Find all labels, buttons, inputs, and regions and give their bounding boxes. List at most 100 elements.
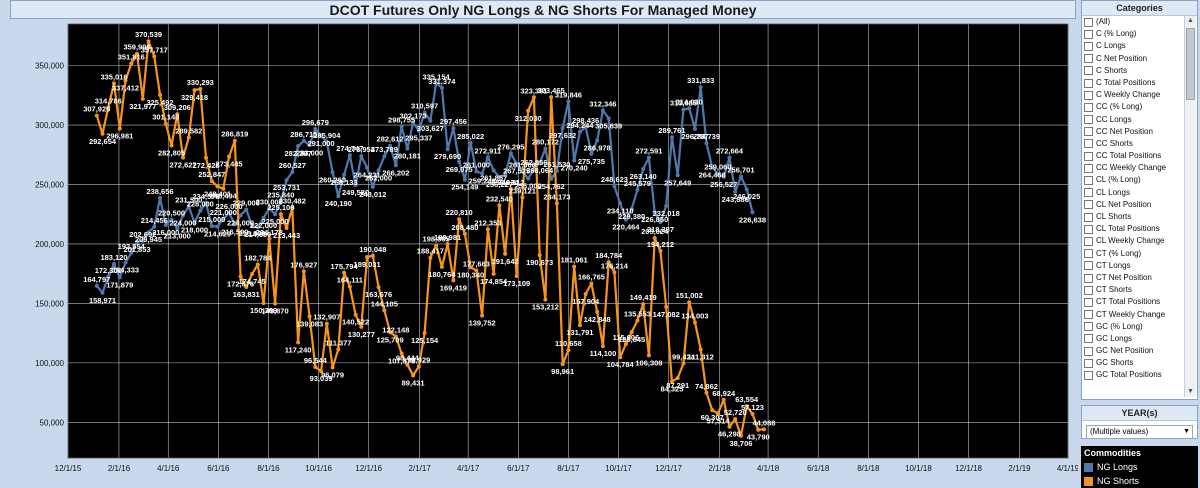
checkbox-icon[interactable]: [1084, 322, 1093, 332]
checkbox-icon[interactable]: [1084, 200, 1093, 210]
data-point: [204, 155, 209, 160]
data-point: [158, 196, 163, 201]
checkbox-icon[interactable]: [1084, 334, 1093, 344]
data-point: [284, 178, 289, 183]
data-label: 329,418: [181, 93, 208, 102]
data-label: 297,632: [549, 131, 576, 140]
categories-scrollbar[interactable]: ▲ ▼: [1184, 16, 1196, 397]
data-point: [152, 54, 157, 59]
checkbox-icon[interactable]: [1084, 212, 1093, 222]
category-item[interactable]: CL (% Long): [1084, 174, 1183, 186]
category-item[interactable]: CT Weekly Change: [1084, 309, 1183, 321]
data-label: 331,374: [428, 77, 456, 86]
data-point: [359, 324, 364, 329]
data-point: [669, 379, 674, 384]
chevron-down-icon[interactable]: ▼: [1183, 428, 1190, 435]
data-point: [261, 301, 266, 306]
scroll-thumb[interactable]: [1186, 28, 1195, 100]
year-dropdown[interactable]: (Multiple values) ▼: [1086, 425, 1193, 439]
checkbox-icon[interactable]: [1084, 41, 1093, 51]
category-item[interactable]: CC Shorts: [1084, 138, 1183, 150]
category-item[interactable]: CC Total Positions: [1084, 150, 1183, 162]
checkbox-icon[interactable]: [1084, 66, 1093, 76]
checkbox-icon[interactable]: [1084, 297, 1093, 307]
data-label: 274,747: [336, 144, 363, 153]
checkbox-icon[interactable]: [1084, 102, 1093, 112]
checkbox-icon[interactable]: [1084, 54, 1093, 64]
checkbox-icon[interactable]: [1084, 29, 1093, 39]
category-item[interactable]: GC (% Long): [1084, 321, 1183, 333]
checkbox-icon[interactable]: [1084, 90, 1093, 100]
category-item[interactable]: CT (% Long): [1084, 248, 1183, 260]
checkbox-icon[interactable]: [1084, 115, 1093, 125]
category-item[interactable]: GC Shorts: [1084, 357, 1183, 369]
checkbox-icon[interactable]: [1084, 249, 1093, 259]
checkbox-icon[interactable]: [1084, 224, 1093, 234]
checkbox-icon[interactable]: [1084, 285, 1093, 295]
checkbox-icon[interactable]: [1084, 261, 1093, 271]
data-label: 323,381: [520, 86, 547, 95]
category-item[interactable]: CL Total Positions: [1084, 223, 1183, 235]
category-item[interactable]: CC (% Long): [1084, 101, 1183, 113]
checkbox-icon[interactable]: [1084, 371, 1093, 381]
data-label: 319,846: [555, 90, 582, 99]
data-point: [106, 274, 111, 279]
checkbox-icon[interactable]: [1084, 346, 1093, 356]
category-item[interactable]: C Weekly Change: [1084, 89, 1183, 101]
category-item[interactable]: CL Net Position: [1084, 199, 1183, 211]
category-label: CL Total Positions: [1096, 224, 1160, 234]
checkbox-icon[interactable]: [1084, 127, 1093, 137]
checkbox-icon[interactable]: [1084, 273, 1093, 283]
checkbox-icon[interactable]: [1084, 151, 1093, 161]
legend-item-longs[interactable]: NG Longs: [1081, 460, 1198, 474]
category-item[interactable]: CL Shorts: [1084, 211, 1183, 223]
data-point: [273, 212, 278, 217]
checkbox-icon[interactable]: [1084, 358, 1093, 368]
data-point: [589, 281, 594, 286]
data-point: [278, 199, 283, 204]
category-item[interactable]: CT Longs: [1084, 260, 1183, 272]
data-label: 309,206: [164, 103, 191, 112]
category-item[interactable]: GC Total Positions: [1084, 369, 1183, 381]
data-label: 132,907: [313, 313, 340, 322]
category-item[interactable]: CT Total Positions: [1084, 296, 1183, 308]
checkbox-icon[interactable]: [1084, 78, 1093, 88]
category-item[interactable]: (All): [1084, 16, 1183, 28]
data-label: 272,664: [716, 147, 744, 156]
category-item[interactable]: CC Net Position: [1084, 126, 1183, 138]
data-label: 204,178: [256, 228, 283, 237]
checkbox-icon[interactable]: [1084, 188, 1093, 198]
data-label: 184,784: [595, 251, 623, 260]
checkbox-icon[interactable]: [1084, 236, 1093, 246]
category-item[interactable]: C Net Position: [1084, 53, 1183, 65]
data-point: [250, 224, 255, 229]
data-point: [405, 362, 410, 367]
data-label: 226,638: [739, 215, 766, 224]
category-item[interactable]: GC Net Position: [1084, 345, 1183, 357]
data-label: 294,244: [566, 121, 594, 130]
category-item[interactable]: CL Longs: [1084, 187, 1183, 199]
checkbox-icon[interactable]: [1084, 310, 1093, 320]
category-item[interactable]: CL Weekly Change: [1084, 235, 1183, 247]
checkbox-icon[interactable]: [1084, 163, 1093, 173]
data-point: [313, 127, 318, 132]
category-item[interactable]: CC Longs: [1084, 114, 1183, 126]
category-item[interactable]: C Shorts: [1084, 65, 1183, 77]
scroll-down-icon[interactable]: ▼: [1187, 388, 1194, 395]
checkbox-icon[interactable]: [1084, 139, 1093, 149]
data-label: 272,428: [192, 161, 219, 170]
category-item[interactable]: CC Weekly Change: [1084, 162, 1183, 174]
data-point: [198, 208, 203, 213]
legend-item-shorts[interactable]: NG Shorts: [1081, 474, 1198, 488]
category-item[interactable]: C Longs: [1084, 40, 1183, 52]
category-item[interactable]: CT Shorts: [1084, 284, 1183, 296]
category-item[interactable]: CT Net Position: [1084, 272, 1183, 284]
category-item[interactable]: C (% Long): [1084, 28, 1183, 40]
checkbox-icon[interactable]: [1084, 176, 1093, 186]
scroll-up-icon[interactable]: ▲: [1187, 17, 1194, 24]
data-point: [462, 177, 467, 182]
checkbox-icon[interactable]: [1084, 17, 1093, 27]
category-item[interactable]: C Total Positions: [1084, 77, 1183, 89]
data-label: 224,000: [169, 218, 196, 227]
category-item[interactable]: GC Longs: [1084, 333, 1183, 345]
